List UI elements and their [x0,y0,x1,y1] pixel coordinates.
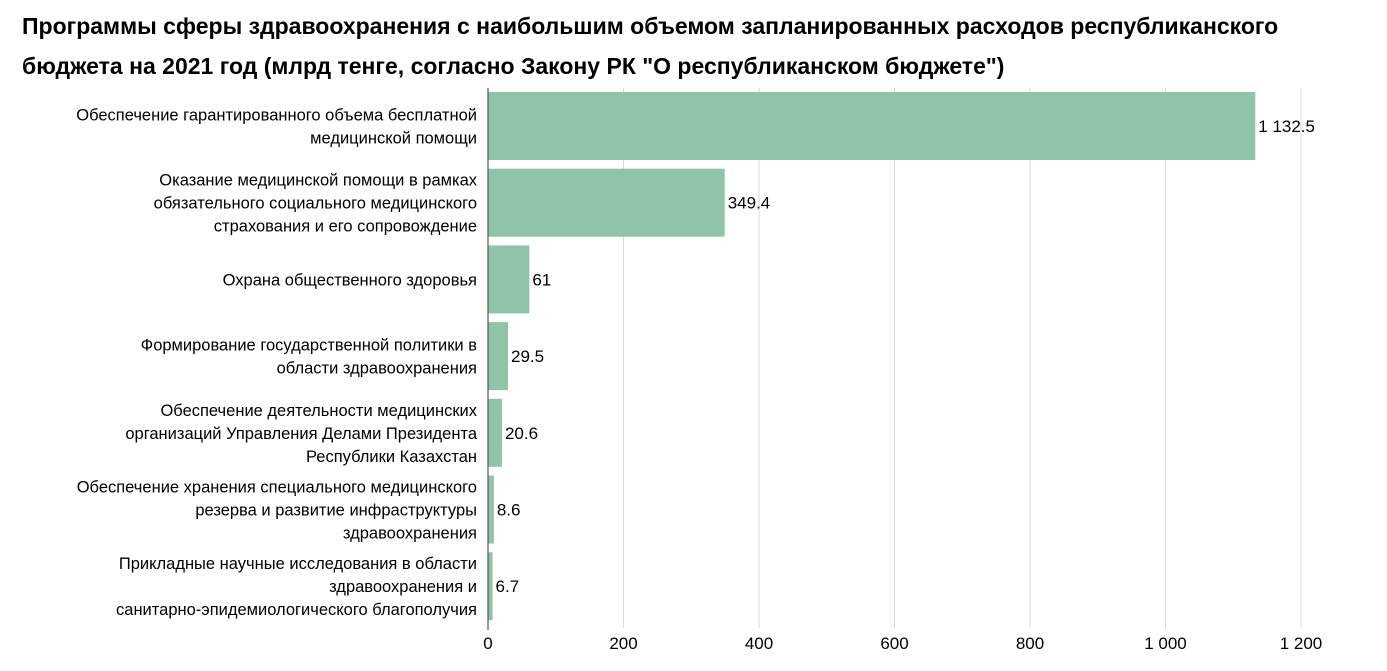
x-axis: 0 200 400 600 800 1 000 1 200 [483,88,1322,653]
bar [488,168,725,237]
category-label-line: Охрана общественного здоровья [223,271,477,289]
bars [488,92,1256,621]
category-label-line: страхования и его сопровождение [214,218,477,236]
value-labels: 1 132.5 349.4 61 29.5 20.6 8.6 6.7 [496,117,1315,596]
category-label: Обеспечение деятельности медицинских орга… [125,402,477,466]
category-label-line: Оказание медицинской помощи в рамках [159,172,477,190]
data-label: 61 [532,270,551,289]
bar [488,322,508,391]
category-label: Формирование государственной политики в о… [141,337,478,378]
category-label-line: Республики Казахстан [306,448,477,466]
category-label-line: санитарно-эпидемиологического благополуч… [116,601,477,619]
category-label: Обеспечение гарантированного объема бесп… [76,107,477,148]
category-label-line: Обеспечение хранения специального медици… [77,479,477,497]
grid-lines [623,88,1302,628]
category-label: Охрана общественного здоровья [223,271,477,289]
bar [488,552,493,621]
bar [488,92,1256,160]
data-label: 8.6 [497,501,521,520]
category-labels: Обеспечение гарантированного объема бесп… [76,107,478,620]
category-label-line: Обеспечение гарантированного объема бесп… [76,107,477,125]
category-label-line: Формирование государственной политики в [141,337,478,355]
data-label: 349.4 [728,194,771,213]
x-tick-label: 200 [609,634,637,653]
category-label-line: резерва и развитие инфраструктуры [195,502,477,520]
x-tick-label: 800 [1016,634,1044,653]
category-label-line: Обеспечение деятельности медицинских [160,402,477,420]
data-label: 29.5 [511,347,544,366]
category-label-line: здравоохранения и [329,578,477,596]
bar [488,398,502,467]
category-label-line: Прикладные научные исследования в област… [119,555,477,573]
data-label: 6.7 [496,577,520,596]
category-label-line: организаций Управления Делами Президента [125,425,477,443]
category-label: Обеспечение хранения специального медици… [77,479,477,543]
category-label-line: области здравоохранения [277,360,477,378]
x-tick-label: 0 [483,634,492,653]
data-label: 20.6 [505,424,538,443]
x-tick-label: 600 [880,634,908,653]
category-label: Прикладные научные исследования в област… [116,555,477,619]
bar [488,245,530,314]
category-label-line: обязательного социального медицинского [154,195,477,213]
category-label-line: медицинской помощи [310,130,477,148]
chart-title: Программы сферы здравоохранения с наибол… [22,13,1279,79]
x-tick-label: 1 200 [1280,634,1323,653]
x-tick-label: 1 000 [1144,634,1187,653]
bar [488,475,494,544]
category-label-line: здравоохранения [343,525,477,543]
x-tick-label: 400 [745,634,773,653]
category-label: Оказание медицинской помощи в рамках обяз… [154,172,478,236]
data-label: 1 132.5 [1258,117,1315,136]
